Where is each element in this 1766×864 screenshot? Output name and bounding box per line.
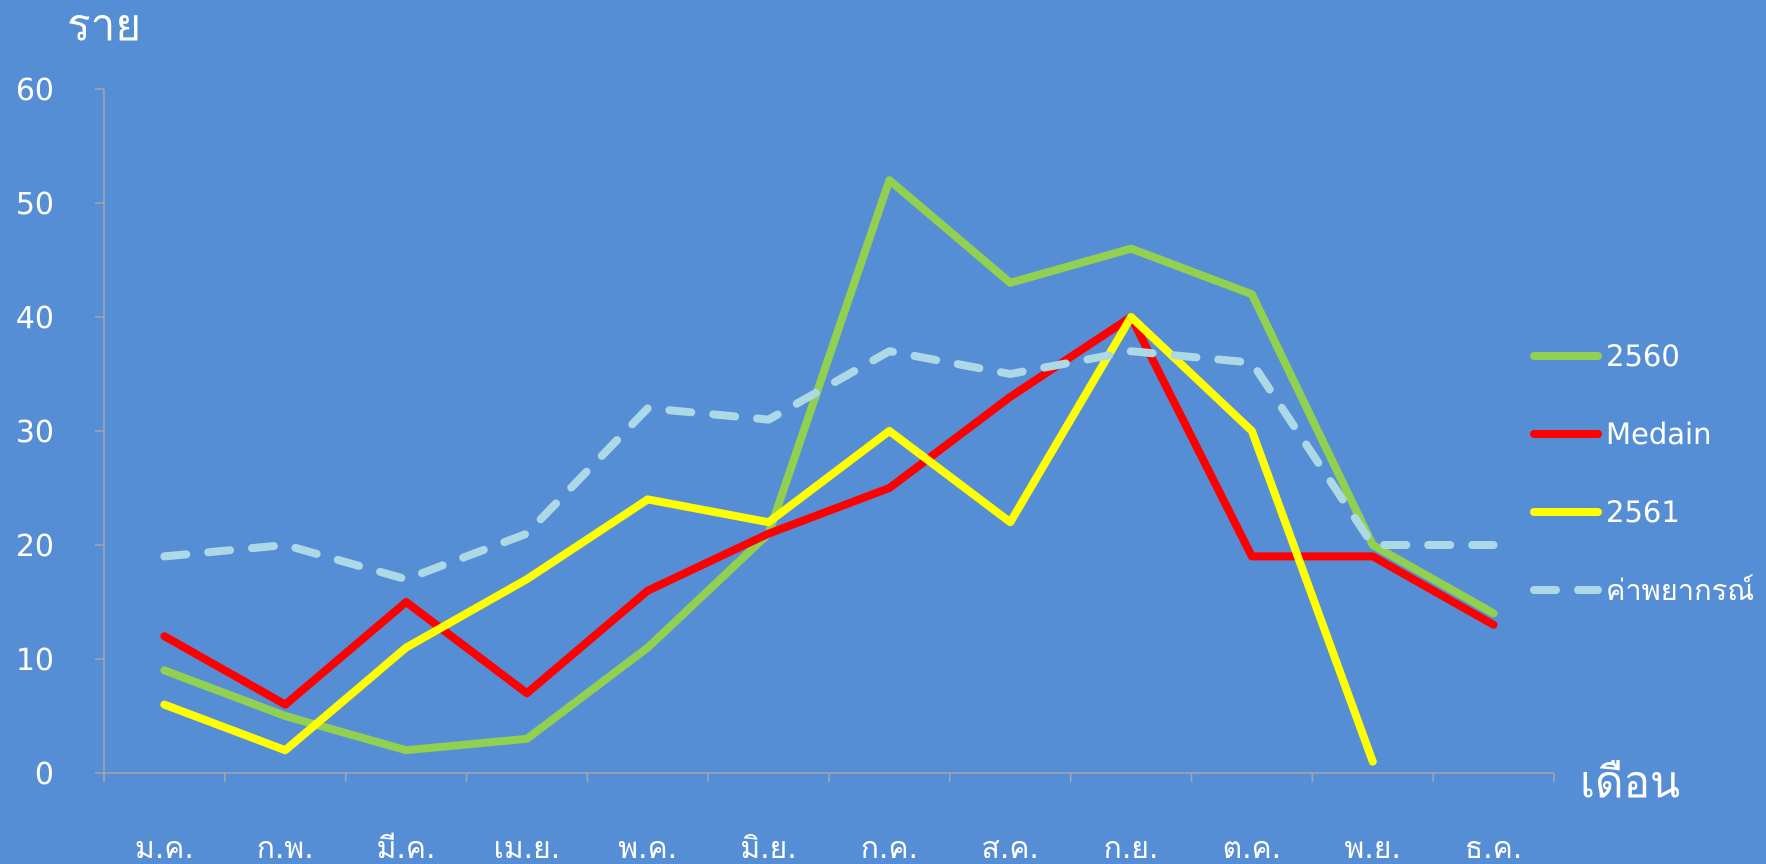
- x-tick-label: พ.ย.: [1345, 831, 1401, 864]
- x-tick-label: ก.ค.: [861, 831, 918, 864]
- y-tick-label: 60: [16, 73, 54, 108]
- x-axis-title: เดือน: [1580, 757, 1680, 808]
- legend-label: Medain: [1606, 417, 1711, 451]
- x-tick-label: ก.พ.: [257, 831, 314, 864]
- series-line: [160, 313, 1377, 766]
- series-line: [160, 313, 1498, 709]
- y-tick-label: 40: [16, 301, 54, 336]
- x-tick-label: มิ.ย.: [740, 831, 796, 864]
- y-tick-label: 10: [16, 643, 54, 678]
- legend: 2560 Medain 2561 ค่าพยากรณ์: [1530, 339, 1754, 607]
- y-tick-label: 20: [16, 529, 54, 564]
- x-tick-label: ธ.ค.: [1465, 831, 1522, 864]
- x-tick-label: เม.ย.: [494, 831, 561, 864]
- y-tick-label: 0: [35, 757, 54, 792]
- x-tick-label: มี.ค.: [377, 831, 436, 864]
- legend-label: 2561: [1606, 495, 1680, 529]
- x-tick-label: ก.ย.: [1104, 831, 1159, 864]
- y-tick-labels: 0 10 20 30 40 50 60: [16, 73, 104, 792]
- x-tick-label: พ.ค.: [618, 831, 677, 864]
- x-tick-label: ส.ค.: [982, 831, 1039, 864]
- y-tick-label: 50: [16, 187, 54, 222]
- series-line: [160, 176, 1498, 755]
- x-tick-labels: ม.ค. ก.พ. มี.ค. เม.ย. พ.ค. มิ.ย. ก.ค. ส.ค. ก.ย. ต…: [103, 773, 1555, 864]
- y-axis-title: ราย: [67, 0, 141, 51]
- legend-label: ค่าพยากรณ์: [1606, 573, 1754, 607]
- series-lines: [160, 176, 1498, 766]
- x-tick-label: ม.ค.: [135, 831, 194, 864]
- x-tick-label: ต.ค.: [1223, 831, 1282, 864]
- y-tick-label: 30: [16, 415, 54, 450]
- legend-label: 2560: [1606, 339, 1680, 373]
- series-line: [160, 347, 1498, 584]
